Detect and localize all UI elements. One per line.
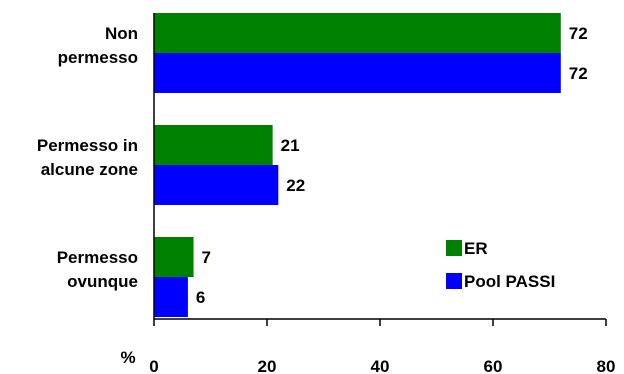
value-label-pool-passi-0: 72 xyxy=(569,64,588,83)
x-tick-label-0: 0 xyxy=(149,357,158,374)
legend-label-1: Pool PASSI xyxy=(464,272,555,291)
bar-er-2 xyxy=(154,237,194,277)
category-label-2: Permesso ovunque xyxy=(57,248,138,291)
value-label-pool-passi-2: 6 xyxy=(196,288,205,307)
bar-pool-passi-2 xyxy=(154,277,188,317)
x-tick-label-3: 60 xyxy=(484,357,503,374)
value-label-pool-passi-1: 22 xyxy=(286,176,305,195)
x-tick-label-1: 20 xyxy=(258,357,277,374)
bar-pool-passi-0 xyxy=(154,53,561,93)
value-label-er-2: 7 xyxy=(202,248,211,267)
x-axis-label: % xyxy=(120,348,135,367)
x-tick-label-4: 80 xyxy=(597,357,616,374)
category-label-0: Non permesso xyxy=(58,24,138,67)
legend-swatch-1 xyxy=(446,273,462,289)
legend-swatch-0 xyxy=(446,240,462,256)
bar-er-1 xyxy=(154,125,273,165)
category-label-1: Permesso in alcune zone xyxy=(37,136,138,179)
bar-er-0 xyxy=(154,13,561,53)
bar-pool-passi-1 xyxy=(154,165,279,205)
x-tick-label-2: 40 xyxy=(371,357,390,374)
value-label-er-1: 21 xyxy=(281,136,300,155)
value-label-er-0: 72 xyxy=(569,24,588,43)
legend-label-0: ER xyxy=(464,239,488,258)
